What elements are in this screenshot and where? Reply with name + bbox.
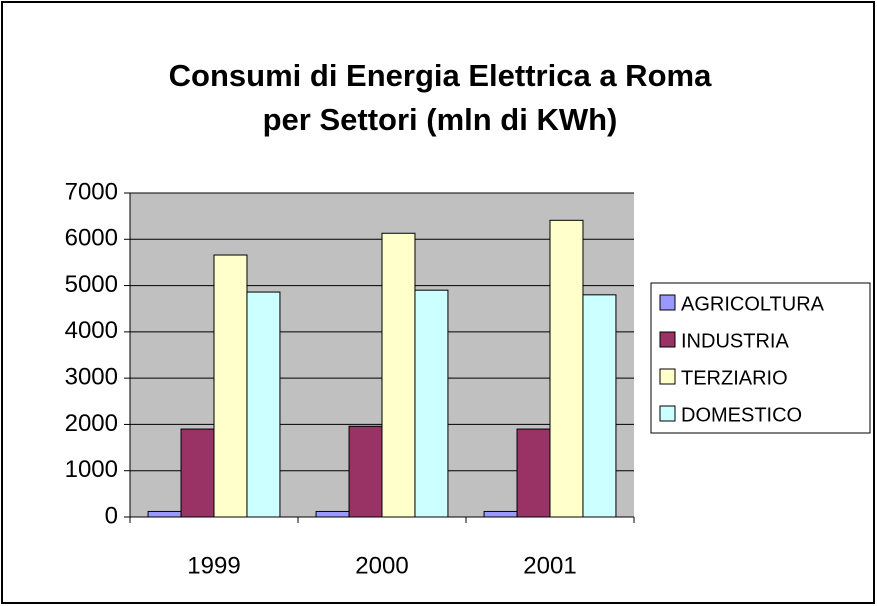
y-tick-label: 4000 (65, 317, 118, 344)
bar (414, 289, 449, 518)
y-tick-label: 3000 (65, 363, 118, 390)
x-tick-label: 2001 (523, 552, 576, 579)
legend-label: AGRICOLTURA (681, 293, 825, 315)
bar (483, 510, 518, 518)
bar (180, 428, 215, 518)
legend-swatch (659, 331, 676, 348)
bar (348, 425, 383, 518)
x-tick-label: 2000 (355, 552, 408, 579)
bar (213, 254, 248, 518)
bar (147, 510, 182, 518)
legend-swatch (659, 294, 676, 311)
legend-swatch (659, 405, 676, 422)
legend-label: INDUSTRIA (681, 330, 789, 352)
chart-title: Consumi di Energia Elettrica a Roma (169, 58, 712, 93)
bar (549, 219, 584, 518)
bar (315, 510, 350, 518)
legend-box (650, 282, 871, 434)
y-tick-label: 6000 (65, 225, 118, 252)
y-tick-label: 7000 (65, 178, 118, 205)
y-tick-label: 2000 (65, 410, 118, 437)
legend-label: TERZIARIO (681, 367, 788, 389)
bar (516, 428, 551, 518)
y-tick-label: 0 (105, 502, 118, 529)
x-tick-label: 1999 (187, 552, 240, 579)
bar (246, 291, 281, 518)
bar (582, 294, 617, 518)
legend-swatch (659, 368, 676, 385)
legend-label: DOMESTICO (681, 404, 802, 426)
y-tick-label: 5000 (65, 271, 118, 298)
bar (381, 232, 416, 518)
y-tick-label: 1000 (65, 456, 118, 483)
chart-title: per Settori (mln di KWh) (263, 102, 618, 137)
